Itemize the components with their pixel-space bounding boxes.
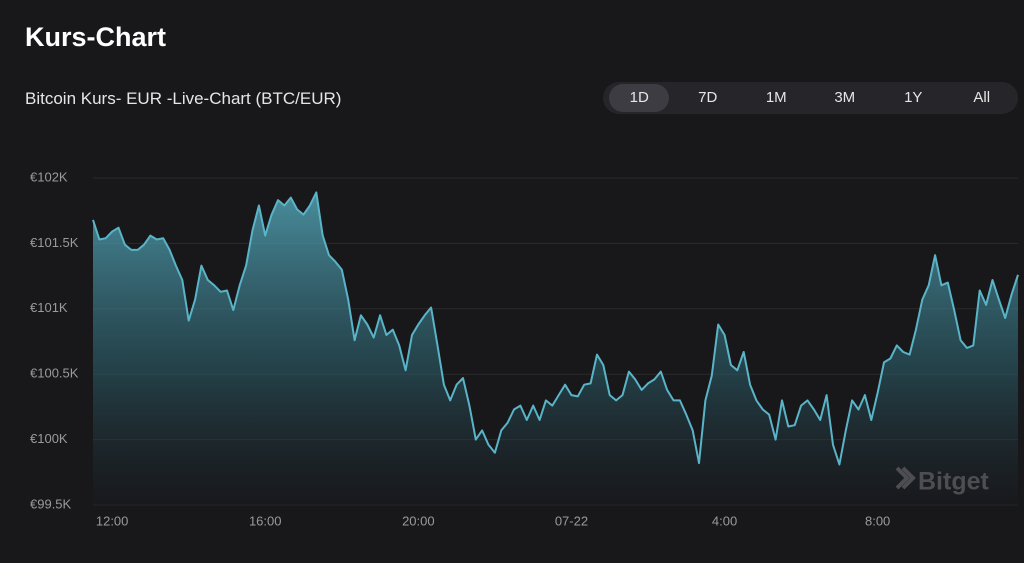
range-button[interactable]: 1D [609,84,670,112]
watermark: Bitget [895,466,990,496]
area-fill [93,192,1018,510]
x-tick-label: 07-22 [555,513,588,528]
range-button[interactable]: 1M [765,89,787,106]
y-tick-label: €100K [30,431,68,446]
y-tick-label: €101K [30,300,68,315]
y-tick-label: €99.5K [30,496,72,511]
watermark-logo [895,466,916,490]
range-selector: 1D 7D 1M 3M 1Y All [603,82,1018,114]
y-tick-label: €102K [30,169,68,184]
x-tick-label: 16:00 [249,513,282,528]
y-tick-label: €100.5K [30,366,79,381]
x-tick-label: 20:00 [402,513,435,528]
range-button[interactable]: 1Y [904,89,923,106]
range-button[interactable]: 3M [834,89,856,106]
range-button[interactable]: All [973,89,991,106]
price-line [92,191,1019,466]
x-tick-label: 4:00 [712,513,737,528]
watermark-text: Bitget [918,468,990,496]
x-tick-label: 12:00 [96,513,129,528]
range-button[interactable]: 7D [698,89,718,106]
x-tick-label: 8:00 [865,513,890,528]
chart-subtitle: Bitcoin Kurs- EUR -Live-Chart (BTC/EUR) [25,89,342,108]
page-title: Kurs-Chart [25,22,167,52]
y-tick-label: €101.5K [30,235,79,250]
